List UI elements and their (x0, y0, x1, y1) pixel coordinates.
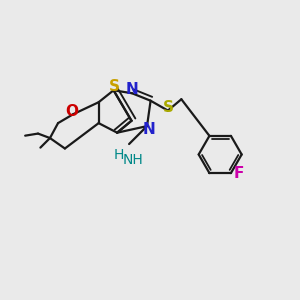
Text: H: H (114, 148, 124, 162)
Text: N: N (143, 122, 156, 137)
Text: N: N (126, 82, 139, 97)
Text: S: S (162, 100, 173, 115)
Text: NH: NH (122, 154, 143, 167)
Text: F: F (234, 166, 244, 181)
Text: O: O (65, 104, 78, 119)
Text: S: S (109, 79, 120, 94)
